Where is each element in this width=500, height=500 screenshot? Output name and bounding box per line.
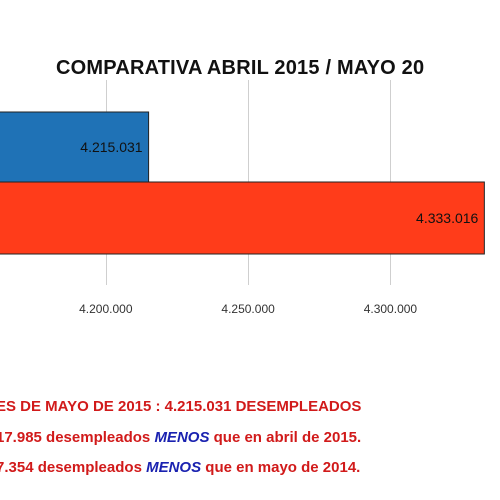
- summary-line-may-total-text: ES DE MAYO DE 2015 : 4.215.031 DESEMPLEA…: [0, 398, 362, 415]
- summary-line-may-total: ES DE MAYO DE 2015 : 4.215.031 DESEMPLEA…: [0, 398, 361, 415]
- summary-line-vs-april-post: que en abril de 2015.: [209, 429, 362, 446]
- summary-line-vs-april-pre: 17.985 desempleados: [0, 429, 155, 446]
- summary-line-vs-april-emphasis: MENOS: [154, 429, 210, 446]
- summary-line-vs-may-2014-post: que en mayo de 2014.: [201, 459, 361, 476]
- summary-line-vs-may-2014-pre: 7.354 desempleados: [0, 459, 147, 476]
- bar-0: [0, 111, 150, 183]
- bar-value-label-0: 4.215.031: [80, 139, 142, 155]
- summary-line-vs-may-2014: 7.354 desempleados MENOS que en mayo de …: [0, 459, 360, 476]
- x-tick-label-0: 4.200.000: [79, 302, 133, 316]
- chart-title: COMPARATIVA ABRIL 2015 / MAYO 20: [56, 57, 425, 79]
- summary-line-vs-april: 17.985 desempleados MENOS que en abril d…: [0, 429, 361, 446]
- x-tick-label-1: 4.250.000: [221, 302, 275, 316]
- bar-value-label-1: 4.333.016: [416, 210, 478, 226]
- summary-line-vs-may-2014-emphasis: MENOS: [146, 459, 202, 476]
- bar-1: [0, 181, 485, 255]
- x-tick-label-2: 4.300.000: [364, 302, 418, 316]
